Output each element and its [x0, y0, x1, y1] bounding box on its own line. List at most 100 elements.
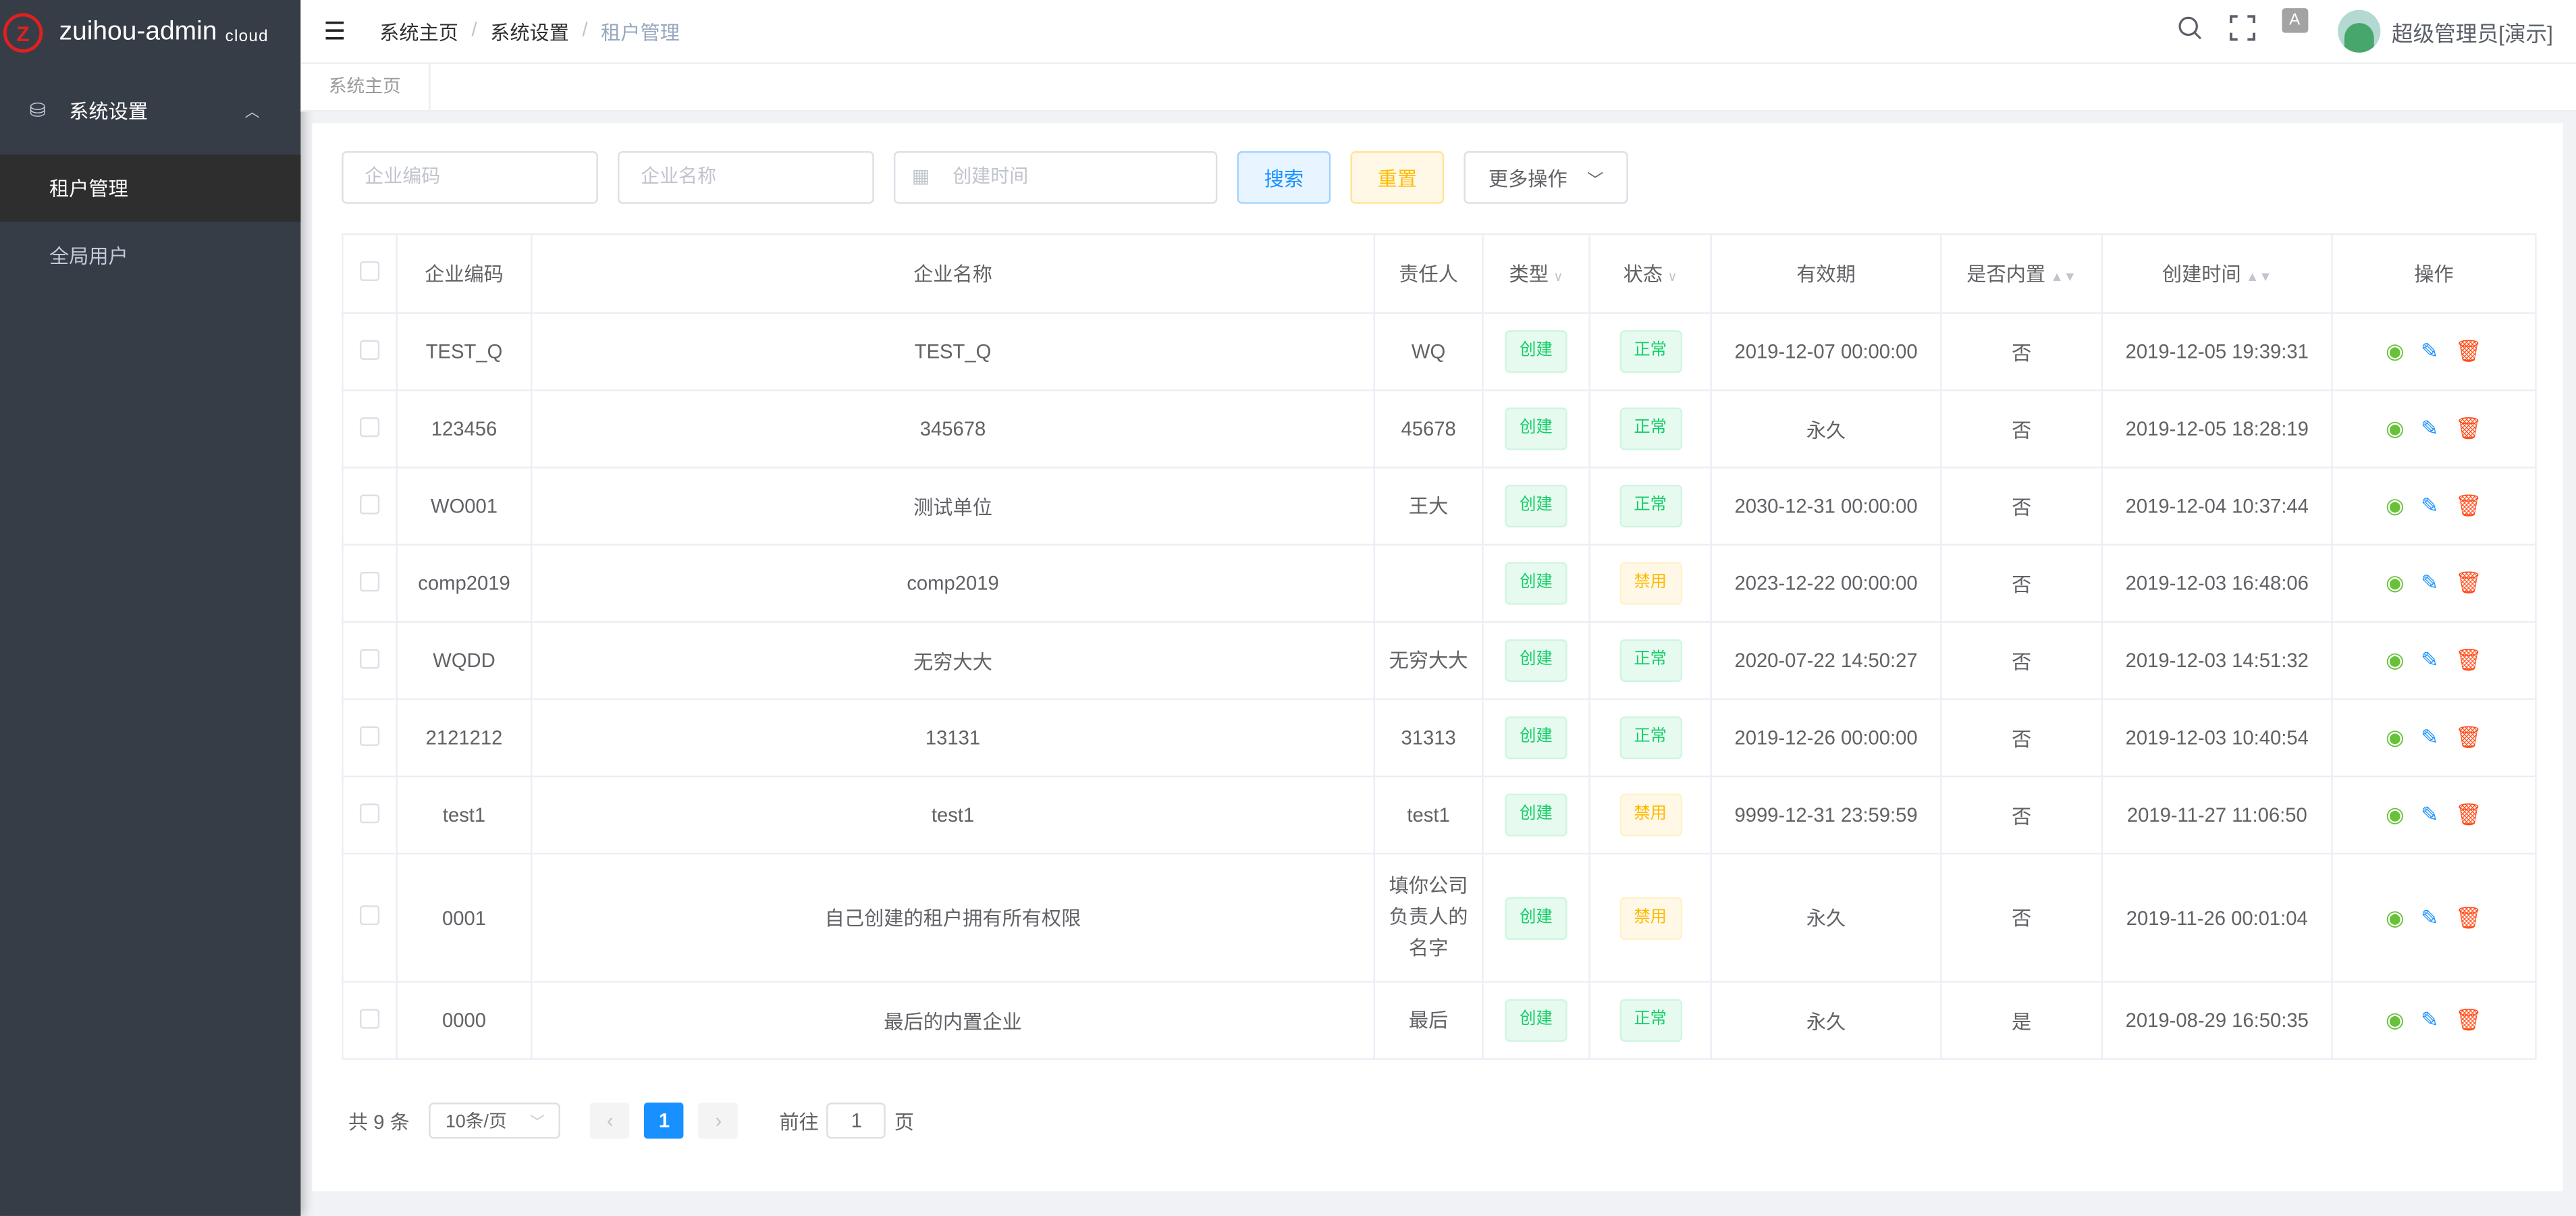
date-range-input[interactable]: ▦ 创建时间	[893, 151, 1218, 204]
fullscreen-icon[interactable]	[2216, 15, 2268, 48]
code-input[interactable]: 企业编码	[342, 151, 598, 204]
breadcrumb: 系统主页 / 系统设置 / 租户管理	[379, 18, 680, 45]
row-select[interactable]	[342, 389, 398, 469]
filter-bar: 企业编码 企业名称 ▦ 创建时间 搜索 重置 更多操作 ﹀	[342, 151, 1648, 204]
row-select[interactable]	[342, 853, 398, 983]
cell-name: 测试单位	[531, 467, 1376, 546]
view-icon[interactable]: ◉	[2385, 570, 2405, 595]
delete-icon[interactable]: 🗑	[2454, 338, 2483, 363]
filter-icon[interactable]: ∨	[1553, 269, 1563, 285]
checkbox[interactable]	[359, 416, 380, 437]
edit-icon[interactable]: ✎	[2420, 493, 2439, 518]
cell-status: 正常	[1588, 389, 1712, 469]
cell-type: 创建	[1482, 312, 1590, 392]
goto-page-input[interactable]: 1	[827, 1103, 886, 1139]
checkbox[interactable]	[359, 339, 380, 359]
logo[interactable]: Z zuihou-admin cloud	[0, 0, 300, 65]
delete-icon[interactable]: 🗑	[2454, 415, 2483, 441]
date-placeholder: 创建时间	[952, 167, 1029, 188]
checkbox[interactable]	[359, 494, 380, 514]
view-icon[interactable]: ◉	[2385, 904, 2405, 930]
more-actions-dropdown[interactable]: 更多操作 ﹀	[1464, 151, 1628, 204]
edit-icon[interactable]: ✎	[2420, 724, 2439, 749]
user-name[interactable]: 超级管理员[演示]	[2391, 20, 2553, 45]
select-all[interactable]	[342, 233, 398, 314]
view-icon[interactable]: ◉	[2385, 801, 2405, 827]
delete-icon[interactable]: 🗑	[2454, 801, 2483, 827]
delete-icon[interactable]: 🗑	[2454, 724, 2483, 749]
cell-actions: ◉ ✎ 🗑	[2331, 698, 2537, 778]
delete-icon[interactable]: 🗑	[2454, 647, 2483, 672]
sidebar-item-tenant[interactable]: 租户管理	[0, 154, 301, 222]
tab-home[interactable]: 系统主页	[300, 63, 431, 111]
checkbox[interactable]	[359, 905, 380, 926]
checkbox[interactable]	[359, 261, 380, 282]
cell-person: 31313	[1373, 698, 1484, 778]
cell-created: 2019-11-26 00:01:04	[2101, 853, 2333, 983]
delete-icon[interactable]: 🗑	[2454, 904, 2483, 930]
reset-button[interactable]: 重置	[1350, 151, 1445, 204]
sidebar-item-global-users[interactable]: 全局用户	[0, 222, 300, 290]
cell-person: 最后	[1373, 980, 1484, 1060]
view-icon[interactable]: ◉	[2385, 493, 2405, 518]
col-status[interactable]: 状态 ∨	[1588, 233, 1712, 314]
view-icon[interactable]: ◉	[2385, 338, 2405, 363]
cell-code: 123456	[396, 389, 533, 469]
checkbox[interactable]	[359, 648, 380, 668]
status-badge: 正常	[1619, 999, 1682, 1042]
name-input[interactable]: 企业名称	[618, 151, 874, 204]
cell-builtin: 否	[1940, 312, 2103, 392]
next-page-button[interactable]: ›	[699, 1103, 739, 1139]
edit-icon[interactable]: ✎	[2420, 570, 2439, 595]
cell-status: 正常	[1588, 620, 1712, 700]
view-icon[interactable]: ◉	[2385, 724, 2405, 749]
checkbox[interactable]	[359, 1008, 380, 1028]
delete-icon[interactable]: 🗑	[2454, 1007, 2483, 1032]
sort-icon[interactable]: ▲▼	[2246, 269, 2272, 285]
row-select[interactable]	[342, 980, 398, 1060]
sort-icon[interactable]: ▲▼	[2050, 269, 2077, 285]
edit-icon[interactable]: ✎	[2420, 801, 2439, 827]
edit-icon[interactable]: ✎	[2420, 1007, 2439, 1032]
edit-icon[interactable]: ✎	[2420, 904, 2439, 930]
row-select[interactable]	[342, 698, 398, 778]
row-select[interactable]	[342, 312, 398, 392]
edit-icon[interactable]: ✎	[2420, 338, 2439, 363]
checkbox[interactable]	[359, 802, 380, 823]
breadcrumb-separator: /	[471, 17, 477, 41]
view-icon[interactable]: ◉	[2385, 647, 2405, 672]
breadcrumb-home[interactable]: 系统主页	[379, 20, 459, 44]
page-1-button[interactable]: 1	[644, 1103, 685, 1139]
edit-icon[interactable]: ✎	[2420, 415, 2439, 441]
page-size-select[interactable]: 10条/页 ﹀	[429, 1103, 561, 1139]
col-created[interactable]: 创建时间 ▲▼	[2101, 233, 2333, 314]
row-select[interactable]	[342, 775, 398, 855]
hamburger-icon[interactable]: ☰	[323, 18, 346, 47]
avatar[interactable]	[2337, 9, 2380, 53]
filter-icon[interactable]: ∨	[1667, 269, 1678, 285]
row-select[interactable]	[342, 467, 398, 546]
cell-builtin: 否	[1940, 544, 2103, 623]
cell-valid: 2023-12-22 00:00:00	[1710, 544, 1942, 623]
menu-group-system-settings[interactable]: ⛁ 系统设置 ︿	[0, 65, 300, 154]
view-icon[interactable]: ◉	[2385, 1007, 2405, 1032]
breadcrumb-settings[interactable]: 系统设置	[490, 20, 569, 44]
col-builtin[interactable]: 是否内置 ▲▼	[1940, 233, 2103, 314]
checkbox[interactable]	[359, 725, 380, 745]
search-icon[interactable]	[2164, 15, 2216, 48]
delete-icon[interactable]: 🗑	[2454, 570, 2483, 595]
prev-page-button[interactable]: ‹	[590, 1103, 630, 1139]
cell-code: test1	[396, 775, 533, 855]
col-type[interactable]: 类型 ∨	[1482, 233, 1590, 314]
col-label: 是否内置	[1966, 263, 2046, 286]
checkbox[interactable]	[359, 571, 380, 591]
view-icon[interactable]: ◉	[2385, 415, 2405, 441]
search-button[interactable]: 搜索	[1237, 151, 1331, 204]
delete-icon[interactable]: 🗑	[2454, 493, 2483, 518]
row-select[interactable]	[342, 544, 398, 623]
cell-status: 禁用	[1588, 853, 1712, 983]
cell-type: 创建	[1482, 467, 1590, 546]
language-icon[interactable]: A文	[2268, 7, 2321, 55]
row-select[interactable]	[342, 620, 398, 700]
edit-icon[interactable]: ✎	[2420, 647, 2439, 672]
